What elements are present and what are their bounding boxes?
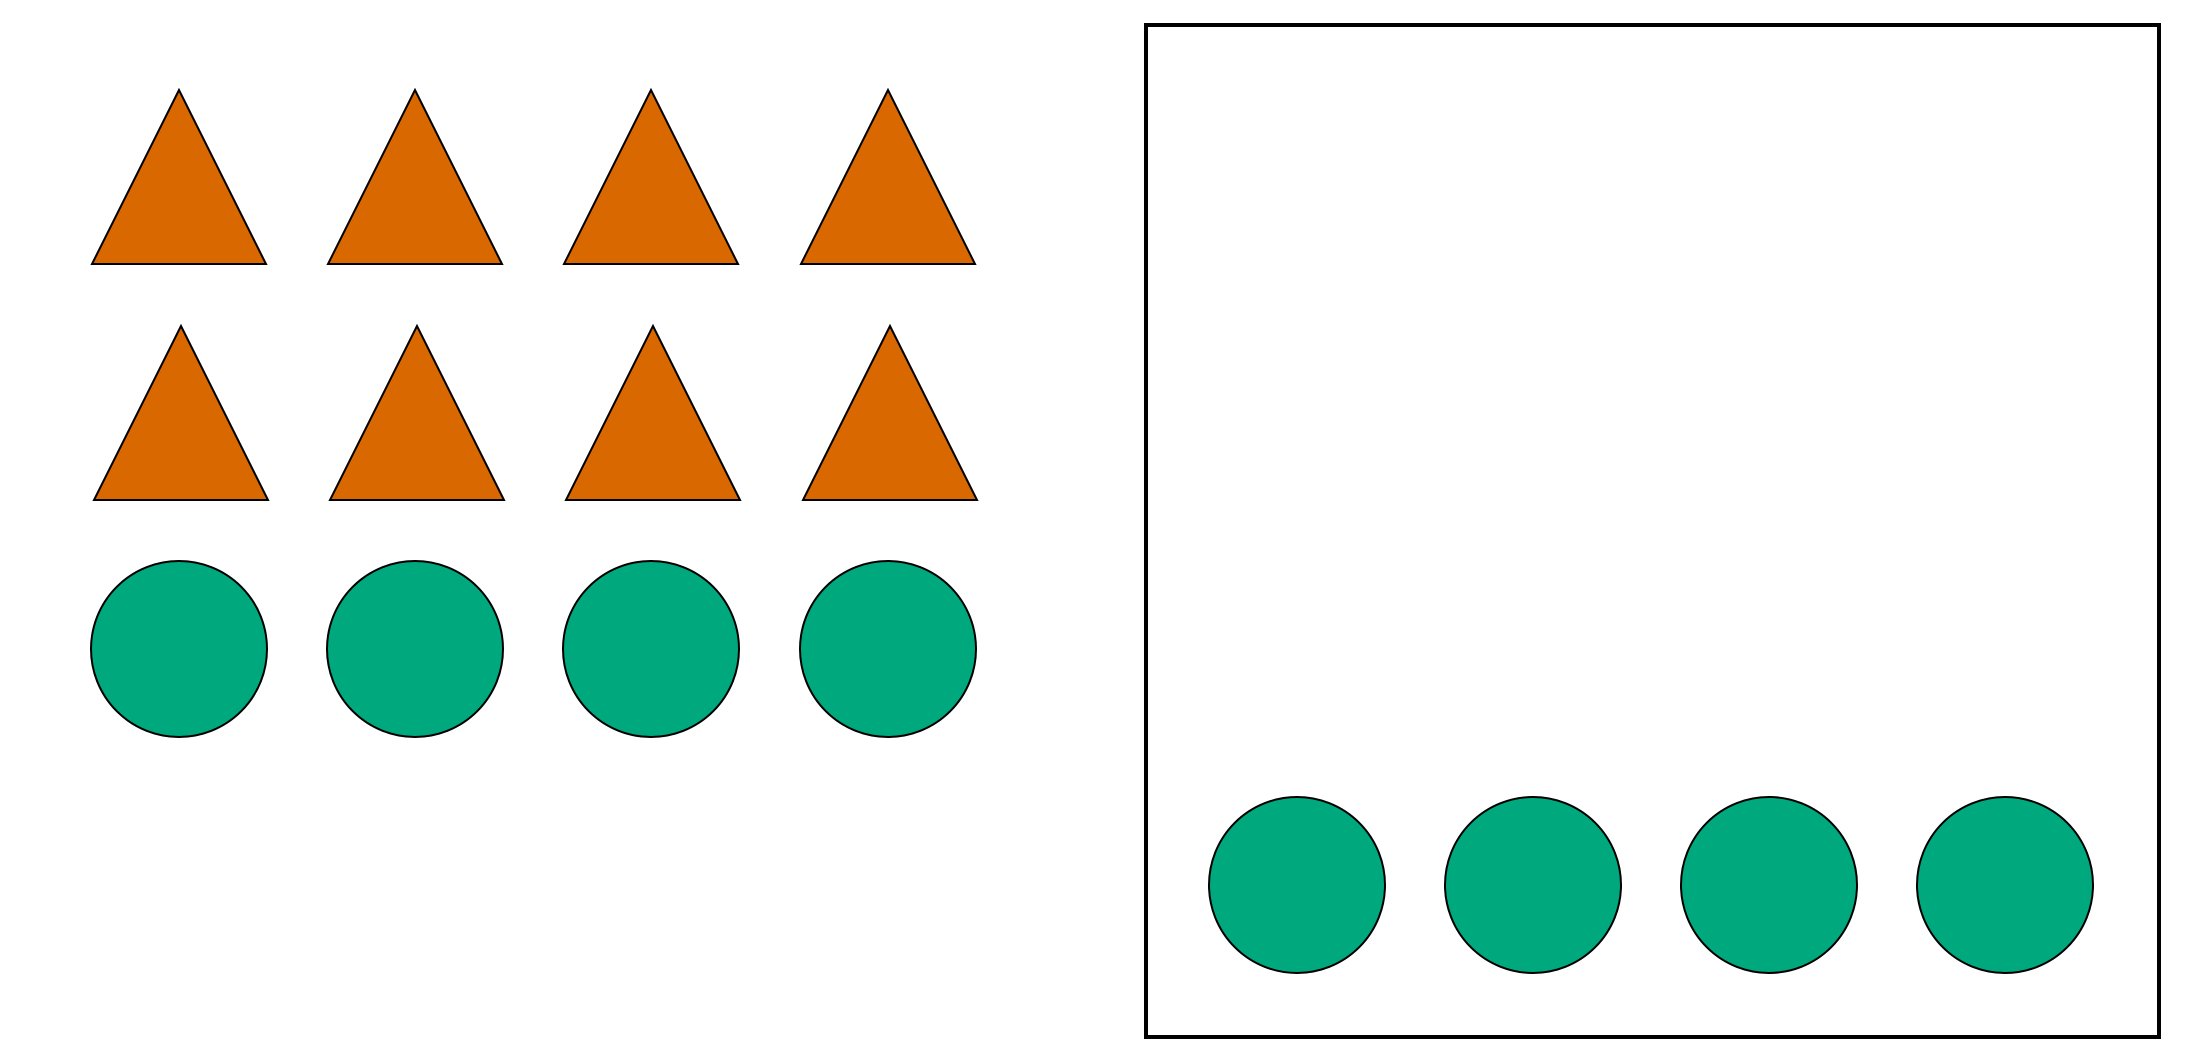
orange-triangle (564, 323, 742, 501)
orange-triangle (799, 87, 977, 265)
left-shape-group (90, 87, 979, 738)
green-circle (1916, 796, 2094, 974)
orange-triangle (90, 87, 268, 265)
right-box-group (1144, 23, 2161, 1039)
green-circle (562, 560, 740, 738)
orange-triangle (801, 323, 979, 501)
right-box-frame (1144, 23, 2161, 1039)
green-circle (1444, 796, 1622, 974)
green-circle (326, 560, 504, 738)
orange-triangle (562, 87, 740, 265)
orange-triangle (92, 323, 270, 501)
green-circle (1680, 796, 1858, 974)
orange-triangle (326, 87, 504, 265)
orange-triangle (328, 323, 506, 501)
green-circle (1208, 796, 1386, 974)
green-circle (90, 560, 268, 738)
green-circle (799, 560, 977, 738)
